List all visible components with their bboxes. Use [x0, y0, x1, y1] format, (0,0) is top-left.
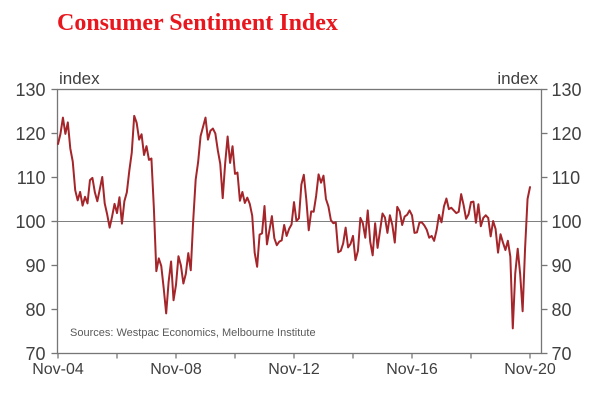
y-axis-label-right: 80: [552, 300, 572, 320]
y-axis-unit-label-left: index: [59, 69, 100, 88]
y-axis-label-left: 70: [25, 344, 45, 364]
x-axis-label: Nov-12: [268, 361, 320, 378]
x-axis-label: Nov-08: [150, 361, 202, 378]
x-axis-label: Nov-16: [386, 361, 438, 378]
y-axis-label-left: 130: [15, 80, 45, 100]
sentiment-line: [57, 114, 531, 330]
y-axis-label-right: 120: [552, 124, 582, 144]
x-axis-label: Nov-04: [32, 361, 84, 378]
y-axis-label-right: 90: [552, 256, 572, 276]
y-axis-label-left: 80: [25, 300, 45, 320]
y-axis-label-left: 110: [17, 168, 46, 188]
y-axis-unit-label-right: index: [497, 69, 538, 88]
y-axis-label-right: 70: [552, 344, 572, 364]
source-note: Sources: Westpac Economics, Melbourne In…: [70, 327, 316, 339]
y-axis-label-left: 90: [25, 256, 45, 276]
y-axis-label-right: 110: [552, 168, 581, 188]
y-axis-label-right: 130: [552, 80, 582, 100]
x-axis-label: Nov-20: [504, 361, 556, 378]
chart-title: Consumer Sentiment Index: [57, 10, 338, 36]
y-axis-label-left: 120: [15, 124, 45, 144]
y-axis-label-right: 100: [552, 212, 582, 232]
y-axis-label-left: 100: [15, 212, 45, 232]
